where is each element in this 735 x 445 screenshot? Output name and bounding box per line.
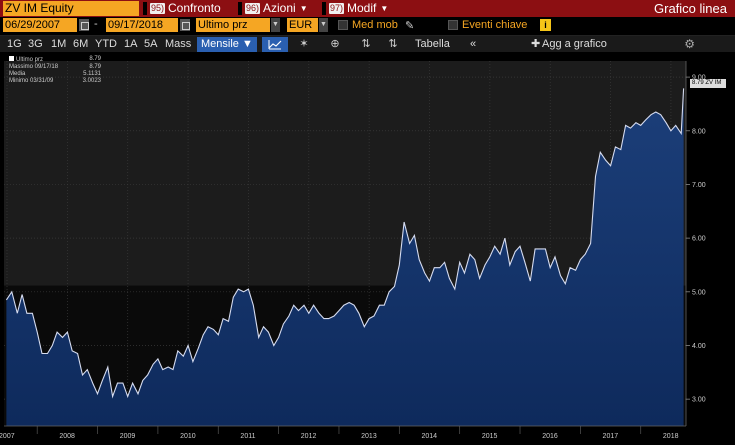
legend-value: 8.79 [89,64,101,70]
last-price-label: 8.79 ZV IM [690,79,726,88]
y-tick-label: 3.00 [692,397,706,404]
legend: Ultimo prz 8.79 Massimo 09/17/18 8.79 Me… [9,56,101,85]
calendar-icon[interactable] [180,19,190,31]
chevron-down-icon: ▼ [380,4,389,13]
line-chart-icon[interactable] [262,37,288,52]
events-label: Eventi chiave [462,19,528,31]
pencil-icon[interactable]: ✎ [405,20,415,32]
x-tick-label: 2017 [603,433,619,440]
period-6m[interactable]: 6M [73,38,89,50]
legend-swatch [9,56,14,61]
compare-menu-label: Confronto [168,1,221,15]
moving-average-checkbox[interactable] [338,20,348,30]
x-tick-label: 2015 [482,433,498,440]
field-select[interactable]: Ultimo prz [196,18,270,32]
legend-value: 3.0023 [82,78,101,84]
collapse-icon[interactable]: « [470,38,477,50]
actions-menu[interactable]: 96) Azioni ▼ [245,0,308,17]
chevron-down-icon[interactable]: ▼ [319,18,328,32]
period-5y[interactable]: 5A [144,38,158,50]
y-tick-label: 9.00 [692,75,706,82]
period-1m[interactable]: 1M [51,38,67,50]
moving-average-label: Med mob [352,19,398,31]
price-line [5,88,685,399]
chevron-down-icon: ▼ [299,4,308,13]
x-tick-label: 2018 [663,433,679,440]
range-dash: - [94,18,98,30]
legend-row-mean: Media 5.1131 [9,71,101,78]
frequency-select[interactable]: Mensile ▼ [197,37,257,52]
chart-area[interactable]: 3.004.005.006.007.008.009.00 20072008200… [0,53,735,445]
edit-menu-number: 97) [329,3,345,14]
zoom-icon[interactable]: ⇅ [361,38,371,50]
x-tick-label: 2014 [421,433,437,440]
compare-menu-number: 95) [150,3,166,14]
x-tick-label: 2009 [120,433,136,440]
price-chart[interactable]: 3.004.005.006.007.008.009.00 20072008200… [0,53,735,445]
y-tick-label: 4.00 [692,343,706,350]
chart-type-title: Grafico linea [654,1,727,16]
price-area [5,88,685,427]
period-3d[interactable]: 3G [28,38,43,50]
y-tick-label: 7.00 [692,182,706,189]
range-controls: 06/29/2007 - 09/17/2018 Ultimo prz ▼ EUR… [0,17,735,34]
cursor-icon[interactable]: ✶ [299,38,309,50]
legend-row-min: Minimo 03/31/09 3.0023 [9,78,101,85]
legend-row-max: Massimo 09/17/18 8.79 [9,64,101,71]
legend-value: 5.1131 [83,71,101,77]
x-tick-label: 2012 [301,433,317,440]
crosshair-icon[interactable]: ⊕ [330,38,340,50]
x-tick-label: 2007 [0,433,15,440]
y-tick-label: 5.00 [692,289,706,296]
upper-band [4,61,686,286]
end-date-input[interactable]: 09/17/2018 [106,18,178,32]
ticker-field[interactable]: ZV IM Equity [3,1,139,16]
separator [143,2,147,15]
x-tick-label: 2013 [361,433,377,440]
separator [322,2,326,15]
period-1y[interactable]: 1A [124,38,138,50]
gridlines [4,61,686,434]
x-tick-label: 2008 [59,433,75,440]
chevron-down-icon[interactable]: ▼ [271,18,280,32]
legend-row-last: Ultimo prz 8.79 [9,56,101,64]
add-to-chart-button[interactable]: Agg a grafico [542,38,607,50]
y-tick-label: 8.00 [692,128,706,135]
period-ytd[interactable]: YTD [95,38,117,50]
calendar-icon[interactable] [79,19,89,31]
start-date-input[interactable]: 06/29/2007 [3,18,77,32]
price-area-fill [6,88,684,427]
actions-menu-number: 96) [245,3,261,14]
legend-label: Ultimo prz [16,57,44,63]
add-to-chart-icon[interactable]: ✚ [531,38,541,50]
x-tick-label: 2011 [240,433,255,440]
edit-menu[interactable]: 97) Modif ▼ [329,0,388,17]
x-tick-label: 2010 [180,433,196,440]
gear-icon[interactable]: ⚙ [684,37,695,51]
info-icon[interactable]: i [540,19,551,31]
x-axis: 2007 2008 2009 2010 2011 2012 2013 2014 2015 2016… [0,425,686,440]
legend-label: Minimo 03/31/09 [9,78,54,84]
compare-menu[interactable]: 95) Confronto [150,0,221,17]
header-bar: ZV IM Equity 95) Confronto 96) Azioni ▼ 97)… [0,0,735,17]
y-tick-label: 6.00 [692,236,706,243]
legend-value: 8.79 [89,56,101,62]
period-toolbar: 1G 3G 1M 6M YTD 1A 5A Mass Mensile ▼ ✶ ⊕… [0,35,735,52]
period-1d[interactable]: 1G [7,38,22,50]
currency-select[interactable]: EUR [287,18,318,32]
x-tick-label: 2016 [542,433,558,440]
events-checkbox[interactable] [448,20,458,30]
table-button[interactable]: Tabella [415,38,450,50]
actions-menu-label: Azioni [263,1,296,15]
updown-icon[interactable]: ⇅ [388,38,398,50]
period-max[interactable]: Mass [165,38,192,50]
edit-menu-label: Modif [347,1,377,15]
y-axis: 3.00 4.00 5.00 6.00 7.00 8.00 9.00 [685,61,706,426]
separator [238,2,242,15]
legend-label: Media [9,71,26,77]
legend-label: Massimo 09/17/18 [9,64,59,70]
